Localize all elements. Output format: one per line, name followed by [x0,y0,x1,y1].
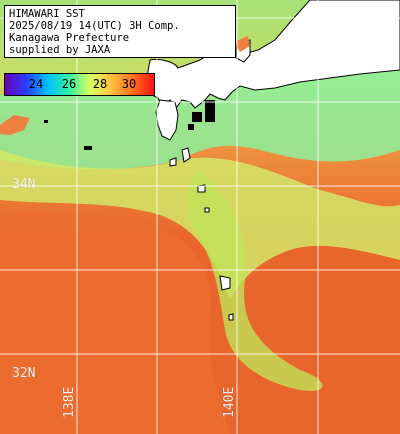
caption-region: Kanagawa Prefecture [9,32,130,44]
sea-warm-patch-nw [0,115,30,135]
caption-title: HIMAWARI SST [9,8,85,20]
land-island [228,313,234,321]
lat-label-34n: 34N [12,177,36,192]
caption-datetime: 2025/08/19 14(UTC) 3H Comp. [9,20,180,32]
cloud-mask [192,112,202,122]
sea-warm-patch-ne [234,36,250,52]
land-island [204,207,210,213]
cloud-mask [205,100,215,122]
sea-cool-tongue [185,170,323,391]
lat-label-32n: 32N [12,366,36,381]
colorbar-label: 24 [28,77,44,91]
lon-label-140e: 140E [222,386,237,418]
land-izu-oshima [181,147,191,163]
land-island [197,184,206,193]
colorbar-label: 28 [92,77,108,91]
sea-warm-lobe [0,212,230,434]
cloud-mask [188,124,194,130]
colorbar-label: 26 [61,77,77,91]
caption-source: supplied by JAXA [9,44,111,56]
land-island [169,157,177,167]
sst-colorbar: 24 26 28 30 [4,73,155,96]
cloud-mask [84,146,92,150]
map-caption: HIMAWARI SST 2025/08/19 14(UTC) 3H Comp.… [4,5,236,58]
colorbar-label: 30 [121,77,137,91]
lon-label-138e: 138E [62,386,77,418]
cloud-mask [44,120,48,123]
land-miyakejima [219,275,231,291]
land-honshu [144,0,400,109]
colorbar-gradient [5,74,154,95]
